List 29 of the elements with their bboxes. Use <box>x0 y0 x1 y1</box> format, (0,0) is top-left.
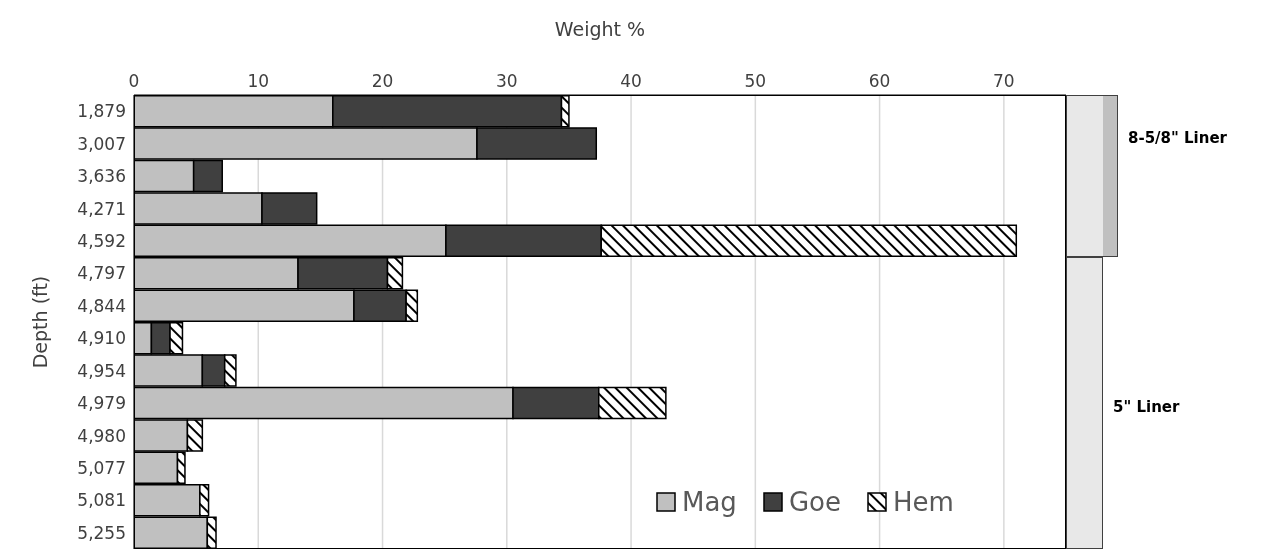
y-tick-label: 3,007 <box>77 133 126 154</box>
y-tick-label: 1,879 <box>77 101 126 122</box>
x-tick-label: 20 <box>371 71 394 91</box>
y-tick-label: 5,255 <box>77 522 126 543</box>
legend-label: Hem <box>891 487 954 517</box>
x-tick-label: 40 <box>620 71 642 91</box>
legend-label: Mag <box>681 487 737 517</box>
y-tick-label: 4,797 <box>77 263 126 284</box>
legend-label: Goe <box>787 487 841 517</box>
x-tick-label: 10 <box>247 71 270 91</box>
y-tick-label: 3,636 <box>77 166 126 187</box>
y-tick-label: 5,081 <box>77 490 126 511</box>
y-tick-label: 4,271 <box>77 198 126 219</box>
x-tick-label: 60 <box>868 71 891 91</box>
text: 8-5/8" Liner <box>1128 129 1228 148</box>
x-axis-title: Weight % <box>554 18 646 40</box>
y-axis-title: Depth (ft) <box>28 275 51 369</box>
x-tick-label: 70 <box>993 71 1015 91</box>
x-tick-label: 50 <box>744 71 767 91</box>
y-tick-label: 4,910 <box>77 328 126 349</box>
y-tick-label: 4,954 <box>77 360 126 381</box>
y-tick-label: 4,979 <box>77 393 126 414</box>
y-tick-label: 4,980 <box>77 425 126 446</box>
text: 5" Liner <box>1113 398 1180 417</box>
y-tick-label: 5,077 <box>77 457 126 478</box>
y-tick-label: 4,592 <box>77 230 126 251</box>
y-tick-label: 4,844 <box>77 295 126 316</box>
x-tick-label: 30 <box>495 71 518 91</box>
x-tick-label: 0 <box>128 71 140 91</box>
